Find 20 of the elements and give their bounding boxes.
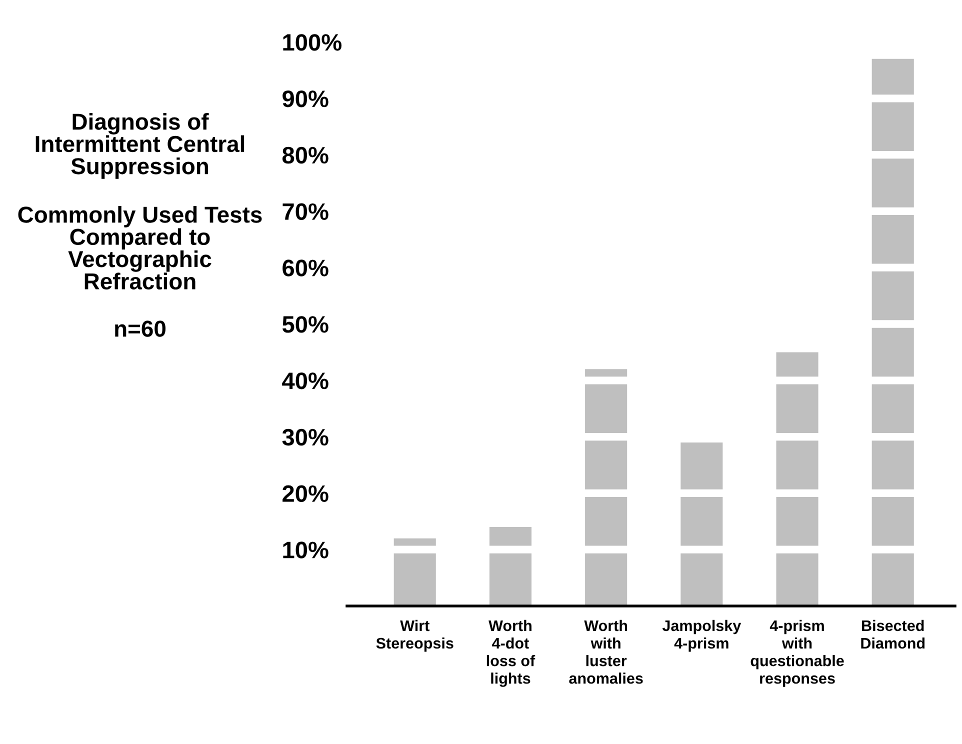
y-tick-label: 80%: [282, 146, 328, 164]
y-tick-label: 60%: [282, 260, 328, 276]
bar: [680, 442, 723, 606]
y-tick-label: 100%: [283, 34, 342, 51]
x-tick-label: Worth with luster anomalies: [569, 620, 643, 684]
y-tick-label: 30%: [282, 428, 328, 446]
y-tick-label: 70%: [282, 203, 328, 220]
x-tick-label: Jampolsky 4-prism: [662, 620, 742, 652]
x-tick-label: 4-prism with questionable responses: [750, 620, 844, 687]
text: n=60: [115, 320, 166, 337]
y-tick-label: 10%: [283, 542, 328, 558]
text: Commonly Used Tests Compared to Vectographic Refraction: [18, 206, 262, 290]
text: Diagnosis of Intermittent Central Suppression: [36, 113, 244, 179]
y-tick-label: 20%: [282, 485, 328, 502]
x-tick-label: Wirt Stereopsis: [376, 620, 454, 652]
y-tick-label: 90%: [282, 90, 328, 108]
y-tick-label: 40%: [282, 372, 328, 390]
x-tick-label: Worth 4-dot loss of lights: [486, 620, 536, 687]
x-tick-label: Bisected Diamond: [861, 620, 925, 649]
y-tick-label: 50%: [282, 316, 328, 333]
